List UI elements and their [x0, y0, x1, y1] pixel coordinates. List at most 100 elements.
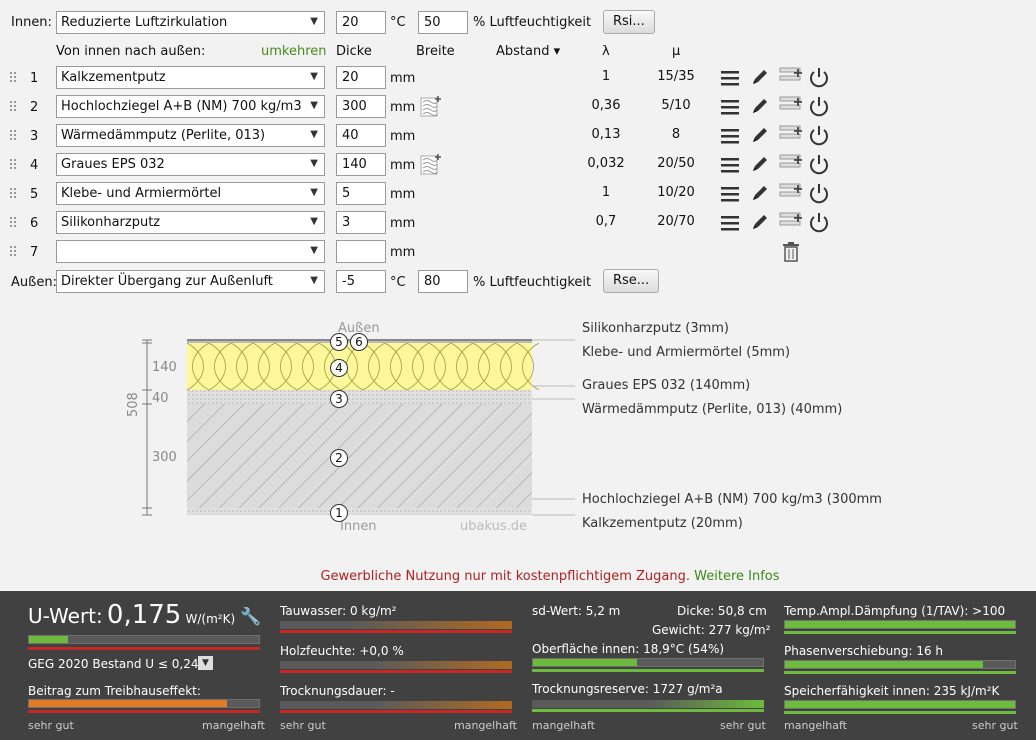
edit-pencil-icon[interactable] [750, 183, 770, 203]
drag-handle-icon[interactable] [10, 101, 18, 113]
menu-icon[interactable] [720, 214, 740, 232]
layer-material-select[interactable]: Wärmedämmputz (Perlite, 013) ▼ [56, 124, 325, 147]
aussen-humidity-input[interactable]: 80 [418, 270, 468, 293]
layer-material-select[interactable]: Graues EPS 032 ▼ [56, 153, 325, 176]
drag-handle-icon[interactable] [10, 159, 18, 171]
layer-material-select[interactable]: Silikonharzputz ▼ [56, 211, 325, 234]
drag-handle-icon[interactable] [10, 217, 18, 229]
geg-label: GEG 2020 Bestand U ≤ 0,24 [28, 657, 199, 671]
innen-humidity-input[interactable]: 50 [418, 11, 468, 34]
wrench-icon[interactable]: 🔧 [240, 607, 262, 627]
edit-pencil-icon[interactable] [750, 125, 770, 145]
reverse-link[interactable]: umkehren [261, 44, 327, 59]
rsi-button[interactable]: Rsi... [603, 10, 655, 34]
layer-material-select[interactable]: ▼ [56, 240, 325, 263]
drag-handle-icon[interactable] [10, 246, 18, 258]
layer-mu: 15/35 [657, 69, 695, 84]
scale-sehr-gut: sehr gut [280, 719, 326, 732]
menu-icon[interactable] [720, 98, 740, 116]
more-info-link[interactable]: Weitere Infos [694, 569, 780, 584]
edit-pencil-icon[interactable] [750, 212, 770, 232]
add-layer-icon[interactable] [778, 64, 804, 86]
chevron-down-icon: ▼ [310, 129, 318, 140]
layer-material-value: Graues EPS 032 [61, 157, 165, 172]
uwert-bar-fill [29, 636, 69, 643]
layer-marker: 1 [330, 504, 348, 522]
add-layer-icon[interactable] [778, 122, 804, 144]
add-layer-icon[interactable] [778, 180, 804, 202]
add-layer-icon[interactable] [778, 209, 804, 231]
add-layer-icon[interactable] [778, 151, 804, 173]
layer-thickness-unit: mm [390, 187, 416, 202]
power-toggle-icon[interactable] [808, 95, 830, 117]
layer-material-select[interactable]: Hochlochziegel A+B (NM) 700 kg/m3 ▼ [56, 95, 325, 118]
speicher-bar-fill [785, 701, 1015, 708]
drag-handle-icon[interactable] [10, 188, 18, 200]
layer-thickness-input[interactable] [336, 240, 386, 263]
menu-icon[interactable] [720, 185, 740, 203]
layer-thickness-input[interactable]: 3 [336, 211, 386, 234]
trash-icon[interactable] [781, 241, 801, 263]
innen-temperature-input[interactable]: 20 [336, 11, 386, 34]
rse-button[interactable]: Rse... [603, 269, 660, 293]
scale-mangelhaft: mangelhaft [532, 719, 595, 732]
scale-sehr-gut: sehr gut [28, 719, 74, 732]
power-toggle-icon[interactable] [808, 182, 830, 204]
insulation-wave [186, 342, 540, 391]
drag-handle-icon[interactable] [10, 72, 18, 84]
phasenverschiebung-bar-fill [785, 661, 983, 668]
power-toggle-icon[interactable] [808, 124, 830, 146]
layer-material-value: Hochlochziegel A+B (NM) 700 kg/m3 [61, 99, 302, 114]
edit-pencil-icon[interactable] [750, 154, 770, 174]
inside-label: Innen [340, 519, 377, 534]
power-toggle-icon[interactable] [808, 211, 830, 233]
scale-sehr-gut: sehr gut [720, 719, 766, 732]
layer-material-select[interactable]: Kalkzementputz ▼ [56, 66, 325, 89]
power-toggle-icon[interactable] [808, 66, 830, 88]
add-inhomogeneous-icon[interactable] [419, 152, 443, 176]
layer-mu: 5/10 [661, 98, 691, 113]
aussen-label: Außen: [11, 275, 57, 290]
dicke-summary: Dicke: 50,8 cm [677, 604, 767, 618]
aussen-climate-value: Direkter Übergang zur Außenluft [61, 274, 273, 289]
layer-thickness-input[interactable]: 300 [336, 95, 386, 118]
layer-2-shape [187, 404, 532, 508]
layer-thickness-input[interactable]: 20 [336, 66, 386, 89]
drag-handle-icon[interactable] [10, 130, 18, 142]
chevron-down-icon[interactable]: ▼ [198, 656, 213, 670]
layer-material-value: Silikonharzputz [61, 215, 161, 230]
treibhaus-scale [28, 710, 260, 713]
oberflaeche-bar-fill [533, 659, 637, 666]
layer-mu: 8 [671, 127, 681, 142]
layer-1-shape [187, 508, 532, 515]
insulation-pattern [186, 342, 540, 391]
layer-thickness-input[interactable]: 5 [336, 182, 386, 205]
layer-thickness-input[interactable]: 40 [336, 124, 386, 147]
layer-mu: 10/20 [657, 185, 695, 200]
layer-material-select[interactable]: Klebe- und Armiermörtel ▼ [56, 182, 325, 205]
layer-marker: 6 [350, 333, 368, 351]
holzfeuchte-label: Holzfeuchte: +0,0 % [280, 644, 404, 658]
chevron-down-icon: ▼ [310, 16, 318, 27]
layer-thickness-input[interactable]: 140 [336, 153, 386, 176]
trocknungsdauer-bar [280, 701, 512, 709]
edit-pencil-icon[interactable] [750, 67, 770, 87]
edit-pencil-icon[interactable] [750, 96, 770, 116]
abstand-header[interactable]: Abstand ▾ [496, 44, 561, 59]
power-toggle-icon[interactable] [808, 153, 830, 175]
add-layer-icon[interactable] [778, 93, 804, 115]
layer-lambda: 0,36 [591, 98, 621, 113]
innen-climate-select[interactable]: Reduzierte Luftzirkulation ▼ [56, 11, 325, 34]
add-inhomogeneous-icon[interactable] [419, 94, 443, 118]
menu-icon[interactable] [720, 156, 740, 174]
menu-icon[interactable] [720, 69, 740, 87]
innen-humidity-label: % Luftfeuchtigkeit [473, 15, 592, 30]
aussen-climate-select[interactable]: Direkter Übergang zur Außenluft ▼ [56, 270, 325, 293]
layer-number: 1 [30, 71, 39, 86]
menu-icon[interactable] [720, 127, 740, 145]
aussen-temperature-input[interactable]: -5 [336, 270, 386, 293]
layer-3-shape [187, 390, 532, 404]
chevron-down-icon: ▼ [310, 100, 318, 111]
holzfeuchte-scale [280, 670, 512, 673]
innen-climate-value: Reduzierte Luftzirkulation [61, 15, 228, 30]
